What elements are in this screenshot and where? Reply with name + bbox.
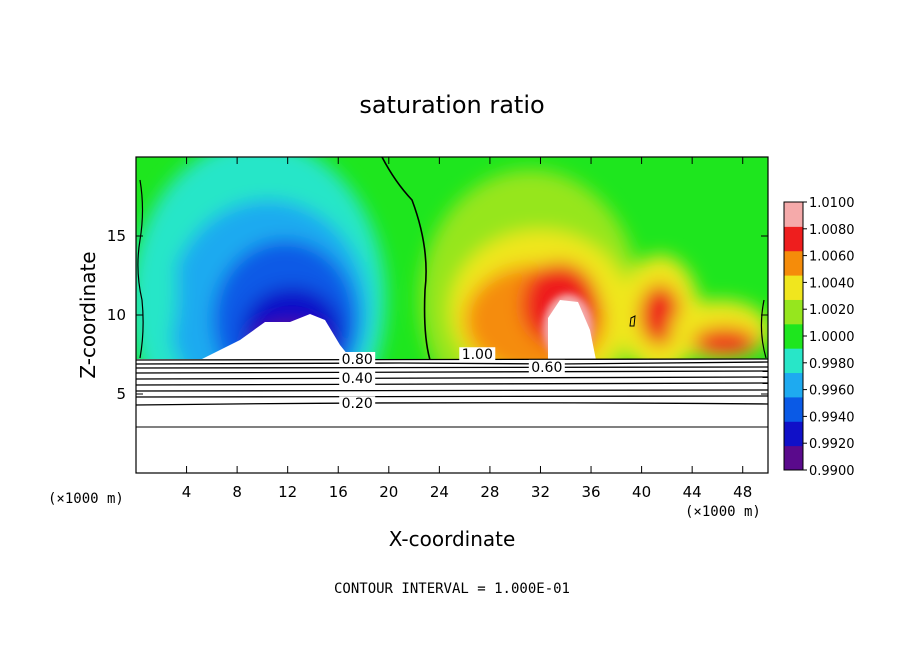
y-tick-label: 5 — [116, 385, 126, 403]
colorbar-level-label: 1.0040 — [809, 276, 855, 291]
colorbar-level-label: 0.9960 — [809, 384, 855, 399]
y-tick-label: 10 — [107, 306, 126, 324]
x-tick-label: 28 — [480, 483, 499, 501]
y-axis: 5 10 15 — [107, 227, 768, 403]
chart-title: saturation ratio — [359, 91, 544, 119]
x-axis: 4 8 12 16 20 24 28 32 36 40 44 48 — [182, 157, 752, 501]
colorbar-level-label: 0.9940 — [809, 410, 855, 425]
x-unit-right: (×1000 m) — [685, 504, 761, 520]
contour-label: 0.80 — [342, 352, 373, 368]
colorbar-level-label: 0.9900 — [809, 464, 855, 479]
contour-label-bg — [459, 347, 496, 363]
contour-label: 0.60 — [531, 360, 562, 376]
x-tick-label: 12 — [278, 483, 297, 501]
saturation-field — [136, 157, 768, 359]
y-axis-label: Z-coordinate — [76, 251, 100, 378]
x-tick-label: 44 — [683, 483, 702, 501]
contour-label-bg — [339, 396, 376, 412]
colorbar-swatch — [784, 226, 803, 252]
colorbar: 0.9900 0.9920 0.9940 0.9960 0.9980 1.0000 1.00… — [783, 196, 855, 479]
x-tick-label: 16 — [329, 483, 348, 501]
colorbar-swatch — [784, 250, 803, 276]
contour-label: 0.20 — [342, 396, 373, 412]
x-tick-label: 40 — [632, 483, 651, 501]
colorbar-swatch — [784, 445, 803, 471]
contour-label: 1.00 — [462, 347, 493, 363]
colorbar-level-label: 1.0020 — [809, 303, 855, 318]
colorbar-swatch — [784, 396, 803, 422]
x-axis-label: X-coordinate — [389, 527, 516, 551]
colorbar-swatch — [784, 202, 803, 227]
colorbar-swatch — [784, 421, 803, 447]
colorbar-level-label: 1.0000 — [809, 330, 855, 345]
colorbar-swatch — [784, 348, 803, 374]
contour-labels: 0.80 0.40 0.20 1.00 0.60 — [339, 347, 565, 412]
x-tick-label: 4 — [182, 483, 192, 501]
colorbar-swatch — [784, 323, 803, 349]
contour-interval-note: CONTOUR INTERVAL = 1.000E-01 — [334, 581, 570, 597]
x-tick-label: 20 — [379, 483, 398, 501]
colorbar-swatch — [784, 299, 803, 325]
colorbar-level-label: 1.0100 — [809, 196, 855, 211]
x-tick-label: 32 — [531, 483, 550, 501]
colorbar-swatch — [784, 275, 803, 300]
contour-label-bg — [339, 370, 376, 386]
contour-label: 0.40 — [342, 371, 373, 387]
colorbar-level-label: 1.0060 — [809, 250, 855, 265]
colorbar-level-label: 0.9920 — [809, 437, 855, 452]
colorbar-swatch — [784, 372, 803, 398]
plot-area — [136, 157, 768, 473]
contour-label-bg — [339, 351, 376, 367]
colorbar-level-label: 1.0080 — [809, 223, 855, 238]
x-tick-label: 48 — [733, 483, 752, 501]
contour-label-bg — [528, 359, 565, 375]
y-tick-label: 15 — [107, 227, 126, 245]
x-tick-label: 8 — [232, 483, 242, 501]
colorbar-level-label: 0.9980 — [809, 357, 855, 372]
contour-lines — [136, 358, 768, 428]
x-unit-left: (×1000 m) — [48, 491, 124, 507]
x-tick-label: 36 — [581, 483, 600, 501]
x-tick-label: 24 — [430, 483, 449, 501]
